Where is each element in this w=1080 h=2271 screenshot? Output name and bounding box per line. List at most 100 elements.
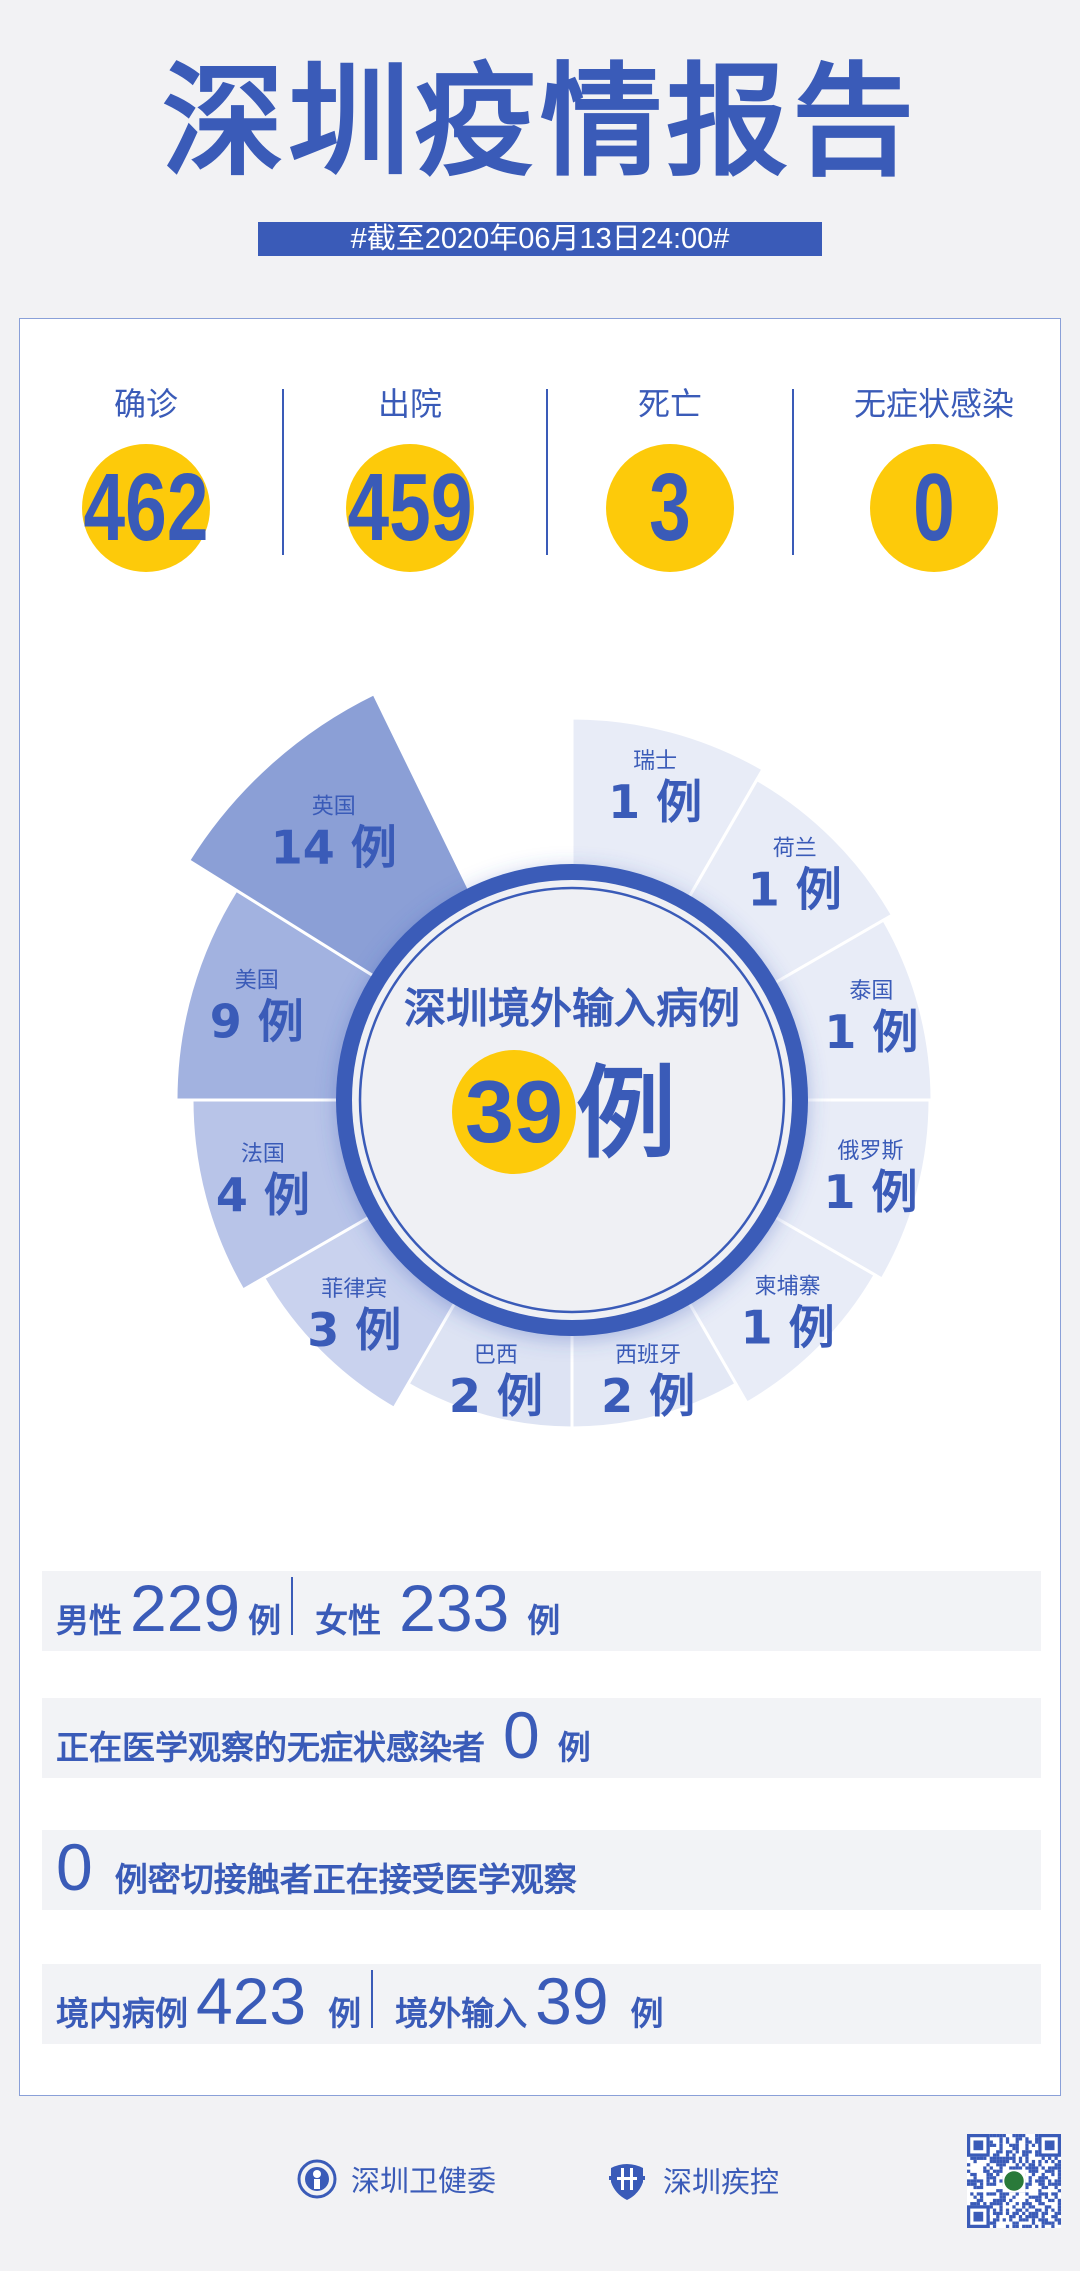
qr-module	[1005, 2137, 1010, 2141]
qr-module	[1038, 2218, 1042, 2222]
qr-module	[976, 2185, 980, 2190]
qr-module	[1025, 2224, 1029, 2228]
stat-label: 无症状感染	[853, 385, 1014, 423]
qr-module	[1025, 2166, 1029, 2170]
qr-module	[1035, 2215, 1039, 2219]
qr-module	[1057, 2179, 1061, 2183]
qr-module	[1018, 2134, 1023, 2138]
qr-module	[1031, 2205, 1036, 2209]
qr-module	[1054, 2218, 1058, 2222]
country-count: 1 例	[823, 1165, 917, 1219]
qr-module	[1051, 2221, 1055, 2225]
qr-module	[1012, 2156, 1016, 2160]
qr-module	[1009, 2198, 1013, 2203]
qr-module	[986, 2179, 990, 2183]
country-name: 菲律宾	[321, 1277, 387, 1302]
qr-module	[1028, 2215, 1032, 2219]
qr-module	[999, 2146, 1003, 2151]
qr-module	[1057, 2159, 1061, 2164]
qr-module	[1031, 2221, 1036, 2225]
qr-module	[1051, 2172, 1055, 2177]
qr-module	[1015, 2166, 1019, 2170]
qr-module	[1025, 2208, 1029, 2212]
qr-module	[1044, 2140, 1055, 2151]
qr-module	[999, 2156, 1003, 2160]
qr-module	[996, 2172, 1000, 2177]
contacts-count: 0	[56, 1830, 93, 1904]
qr-module	[1028, 2224, 1032, 2228]
stat-label: 死亡	[637, 385, 702, 423]
qr-module	[1048, 2179, 1052, 2183]
qr-module	[1044, 2211, 1049, 2216]
qr-module	[1031, 2218, 1036, 2222]
qr-module	[1025, 2137, 1029, 2141]
qr-module	[1012, 2134, 1016, 2138]
center-inner-ring	[358, 886, 786, 1314]
sector-label: 美国9 例	[210, 969, 304, 1049]
country-count: 1 例	[748, 862, 842, 916]
qr-module	[973, 2140, 984, 2151]
qr-module	[1057, 2189, 1061, 2193]
qr-module	[992, 2176, 997, 2180]
qr-module	[989, 2159, 993, 2164]
qr-module	[1015, 2150, 1019, 2154]
qr-module	[1022, 2150, 1026, 2154]
stat-discharged: 出院 459	[310, 384, 510, 572]
qr-module	[992, 2192, 997, 2196]
qr-module	[979, 2185, 984, 2190]
qr-module	[1038, 2159, 1042, 2164]
qr-module	[1041, 2166, 1045, 2170]
qr-module	[1035, 2198, 1039, 2203]
qr-module	[1015, 2134, 1019, 2138]
qr-module	[1041, 2202, 1045, 2206]
qr-module	[1009, 2156, 1013, 2160]
unit: 例	[328, 1994, 362, 2033]
qr-module	[1038, 2198, 1042, 2203]
asymptomatic-count: 0	[503, 1698, 540, 1772]
qr-module	[1015, 2221, 1019, 2225]
stat-asymptomatic: 无症状感染 0	[834, 384, 1034, 572]
qr-module	[1022, 2211, 1026, 2216]
country-name: 英国	[312, 794, 356, 819]
qr-code[interactable]	[967, 2133, 1061, 2229]
qr-module	[992, 2221, 997, 2225]
qr-module	[1041, 2172, 1045, 2177]
qr-module	[1018, 2156, 1023, 2160]
country-name: 俄罗斯	[837, 1139, 903, 1164]
qr-module	[992, 2182, 997, 2186]
qr-module	[992, 2143, 997, 2147]
qr-module	[989, 2143, 993, 2147]
page-title: 深圳疫情报告	[162, 51, 918, 193]
qr-module	[973, 2185, 977, 2190]
divider	[282, 389, 284, 555]
unit: 例	[557, 1728, 591, 1767]
qr-module	[1038, 2208, 1042, 2212]
qr-module	[1028, 2211, 1032, 2216]
qr-module	[1022, 2163, 1026, 2167]
qr-module	[1028, 2140, 1032, 2144]
contacts-row: 0 例密切接触者正在接受医学观察	[42, 1830, 1041, 1910]
imported-label: 境外输入	[395, 1994, 528, 2033]
qr-module	[992, 2156, 997, 2160]
qr-module	[992, 2169, 997, 2173]
qr-module	[1041, 2224, 1045, 2228]
qr-module	[976, 2156, 980, 2160]
qr-module	[1015, 2140, 1019, 2144]
gender-row: 男性 229 例 女性 233 例	[42, 1571, 1041, 1651]
qr-module	[970, 2192, 974, 2196]
org-name: 深圳卫健委	[351, 2164, 497, 2198]
qr-module	[973, 2156, 977, 2160]
qr-module	[1044, 2208, 1049, 2212]
qr-module	[1057, 2221, 1061, 2225]
qr-module	[976, 2179, 980, 2183]
qr-module	[1009, 2218, 1013, 2222]
qr-module	[999, 2208, 1003, 2212]
qr-module	[1012, 2159, 1016, 2164]
qr-module	[992, 2218, 997, 2222]
qr-module	[1012, 2215, 1016, 2219]
qr-module	[1005, 2153, 1010, 2157]
qr-module	[989, 2134, 993, 2138]
country-name: 柬埔寨	[755, 1275, 821, 1300]
qr-module	[1028, 2205, 1032, 2209]
